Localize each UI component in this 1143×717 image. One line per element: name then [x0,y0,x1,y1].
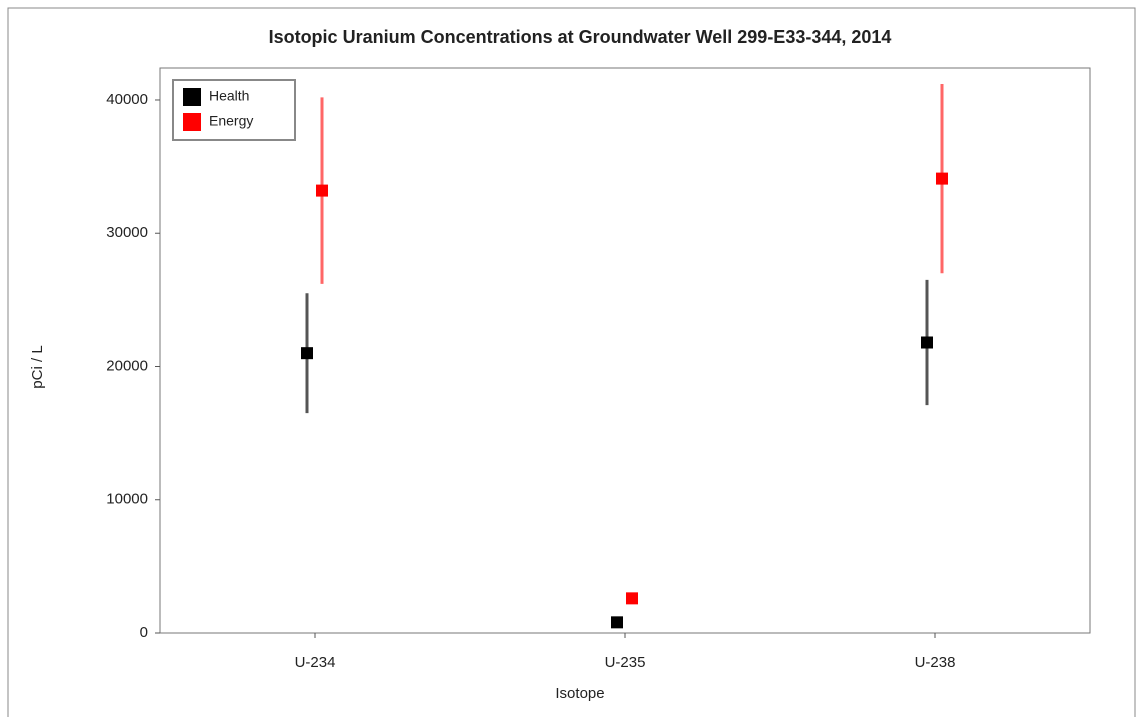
y-tick-label: 30000 [106,224,148,241]
marker [611,616,623,629]
y-tick-label: 40000 [106,91,148,108]
chart-title: Isotopic Uranium Concentrations at Groun… [269,27,892,47]
plot-area [159,67,1091,634]
x-tick-label: U-238 [915,654,956,671]
x-tick-label: U-234 [295,654,336,671]
marker [626,592,638,605]
marker [316,184,328,197]
legend: Health Energy [172,79,296,141]
x-axis-label: Isotope [555,685,604,702]
marker [936,172,948,185]
frame [7,7,1136,717]
marker [301,347,313,360]
y-tick-label: 0 [140,624,148,641]
legend-swatch [183,113,201,131]
legend-label: Energy [209,113,253,129]
legend-label: Health [209,88,249,104]
legend-swatch [183,88,201,106]
y-tick-label: 20000 [106,357,148,374]
marker [921,336,933,349]
x-tick-label: U-235 [605,654,646,671]
y-tick-label: 10000 [106,491,148,508]
y-axis-label: pCi / L [29,345,46,388]
